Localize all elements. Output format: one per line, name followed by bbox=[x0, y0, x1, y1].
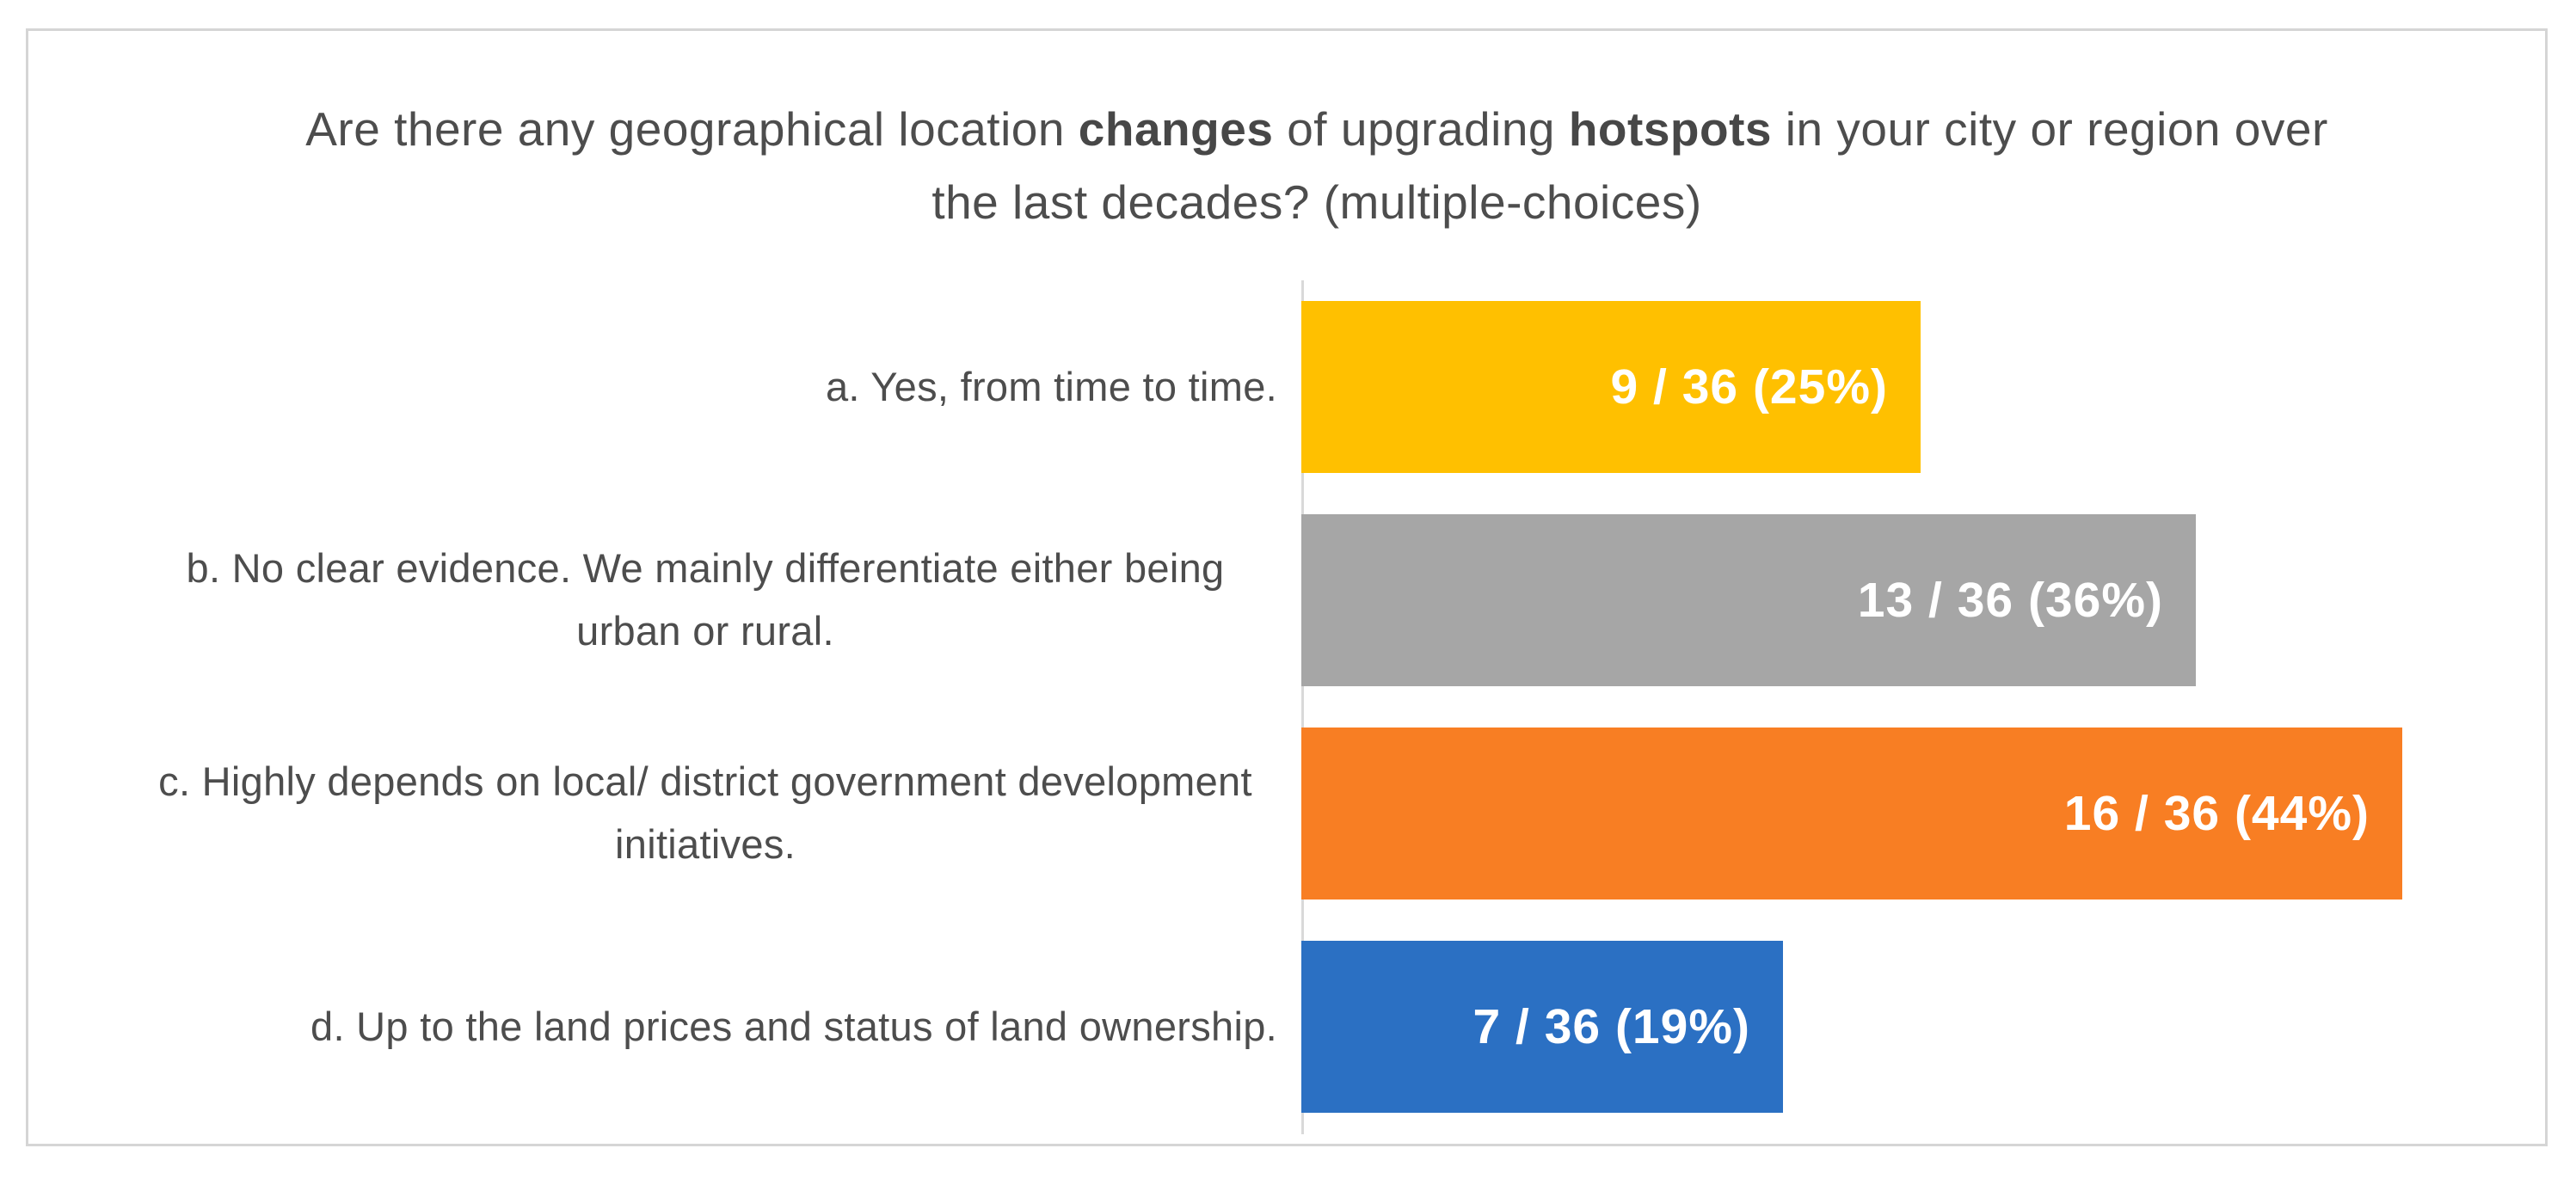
y-axis-line bbox=[1301, 280, 1304, 1134]
plot-area: a. Yes, from time to time. 9 / 36 (25%) … bbox=[80, 280, 2574, 1134]
bar-row: c. Highly depends on local/ district gov… bbox=[80, 707, 2574, 920]
bar-row: d. Up to the land prices and status of l… bbox=[80, 920, 2574, 1133]
bar-area: 9 / 36 (25%) bbox=[1301, 280, 2574, 494]
category-label-text: c. Highly depends on local/ district gov… bbox=[158, 758, 1252, 867]
bar-area: 13 / 36 (36%) bbox=[1301, 494, 2574, 707]
bar-row: b. No clear evidence. We mainly differen… bbox=[80, 494, 2574, 707]
bar-government-initiatives: 16 / 36 (44%) bbox=[1301, 728, 2402, 899]
category-label-text: d. Up to the land prices and status of l… bbox=[310, 1003, 1277, 1049]
bar-area: 7 / 36 (19%) bbox=[1301, 920, 2574, 1133]
category-label: b. No clear evidence. We mainly differen… bbox=[80, 494, 1301, 707]
chart-frame: Are there any geographical location chan… bbox=[26, 28, 2548, 1146]
category-label-text: a. Yes, from time to time. bbox=[825, 363, 1277, 409]
category-label: c. Highly depends on local/ district gov… bbox=[80, 707, 1301, 920]
bar-land-prices-ownership: 7 / 36 (19%) bbox=[1301, 941, 1783, 1113]
bar-yes-from-time-to-time: 9 / 36 (25%) bbox=[1301, 301, 1921, 473]
bar-no-clear-evidence: 13 / 36 (36%) bbox=[1301, 514, 2196, 686]
bar-row: a. Yes, from time to time. 9 / 36 (25%) bbox=[80, 280, 2574, 494]
category-label-text: b. No clear evidence. We mainly differen… bbox=[186, 545, 1225, 654]
bar-value-label: 16 / 36 (44%) bbox=[2063, 786, 2370, 841]
bar-value-label: 13 / 36 (36%) bbox=[1857, 573, 2163, 628]
chart-title: Are there any geographical location chan… bbox=[305, 102, 2328, 230]
category-label: a. Yes, from time to time. bbox=[80, 280, 1301, 494]
category-label: d. Up to the land prices and status of l… bbox=[80, 920, 1301, 1133]
bar-value-label: 7 / 36 (19%) bbox=[1472, 999, 1750, 1054]
bar-value-label: 9 / 36 (25%) bbox=[1610, 359, 1888, 414]
bar-area: 16 / 36 (44%) bbox=[1301, 707, 2574, 920]
